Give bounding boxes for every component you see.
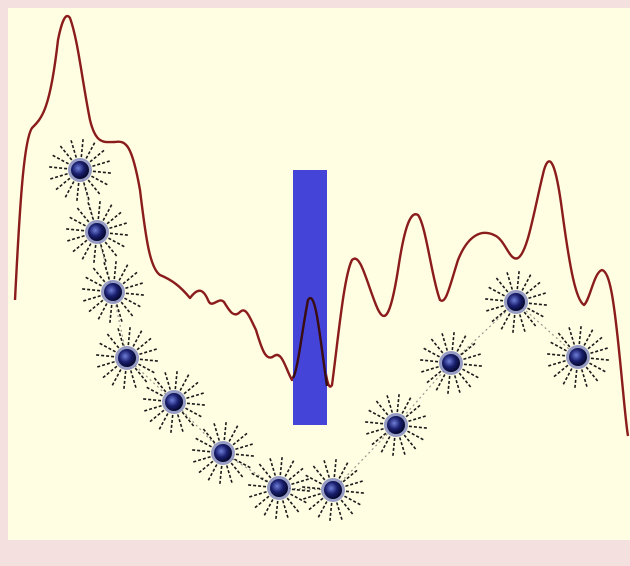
page: {} (() => { const ns = 'http://www.w3.or… (0, 0, 630, 566)
illustration (0, 0, 630, 566)
